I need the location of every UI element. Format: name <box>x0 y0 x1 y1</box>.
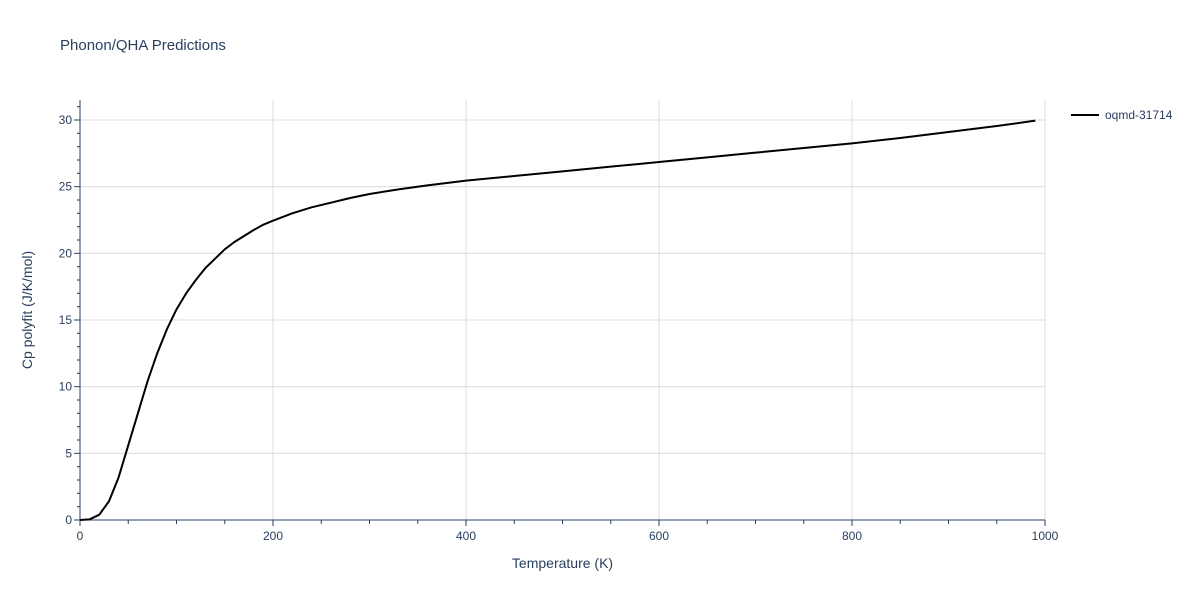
x-axis-title: Temperature (K) <box>512 555 613 571</box>
legend[interactable]: oqmd-31714 <box>1071 108 1173 122</box>
axes: 0 200 400 600 800 1000 0 5 10 15 20 25 30 <box>59 100 1059 543</box>
x-tick-label: 600 <box>649 529 669 543</box>
y-axis-title: Cp polyfit (J/K/mol) <box>19 251 35 369</box>
y-tick-label: 0 <box>65 513 72 527</box>
y-tick-label: 5 <box>65 446 72 460</box>
y-tick-label: 25 <box>59 180 73 194</box>
y-tick-label: 10 <box>59 380 73 394</box>
y-tick-label: 15 <box>59 313 73 327</box>
legend-label: oqmd-31714 <box>1105 108 1173 122</box>
x-tick-label: 800 <box>842 529 862 543</box>
grid <box>80 100 1046 520</box>
x-tick-label: 0 <box>77 529 84 543</box>
x-tick-label: 400 <box>456 529 476 543</box>
x-tick-label: 1000 <box>1032 529 1059 543</box>
series-layer <box>79 119 1036 521</box>
series-line-oqmd-31714 <box>79 119 1036 521</box>
y-tick-label: 30 <box>59 113 73 127</box>
x-tick-label: 200 <box>263 529 283 543</box>
chart-title: Phonon/QHA Predictions <box>60 37 226 54</box>
y-tick-label: 20 <box>59 246 73 260</box>
